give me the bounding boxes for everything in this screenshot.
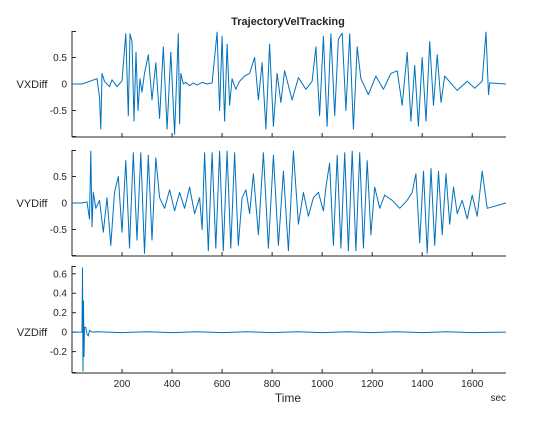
y-tick-label: 0.5 [53, 53, 67, 64]
x-tick-label: 800 [264, 379, 281, 390]
panel-3: -0.2 0 0.2 0.4 0.6 200 400 600 800 1000 1200 1400 16… [17, 266, 507, 390]
x-tick-label: 400 [164, 379, 181, 390]
y-tick-label: 0 [61, 199, 67, 210]
x-unit-label: sec [490, 393, 506, 404]
y-tick-label: 0.2 [53, 308, 67, 319]
series-line [72, 267, 507, 372]
x-tick-label: 600 [214, 379, 231, 390]
y-tick-label: -0.5 [50, 106, 68, 117]
chart-title: TrajectoryVelTracking [231, 16, 345, 28]
x-tick-label: 200 [114, 379, 131, 390]
series-line [72, 31, 507, 135]
y-axis-label: VXDiff [17, 79, 49, 91]
y-tick-label: 0.6 [53, 269, 67, 280]
x-axis-label: Time [275, 391, 302, 405]
series-line [72, 150, 507, 254]
y-axis-label: VZDiff [17, 327, 48, 339]
y-tick-label: -0.2 [50, 347, 68, 358]
panel-2: -0.5 0 0.5 VYDiff [17, 150, 507, 257]
y-tick-label: 0.4 [53, 289, 67, 300]
y-tick-label: 0 [61, 328, 67, 339]
y-tick-label: -0.5 [50, 225, 68, 236]
x-tick-label: 1000 [311, 379, 334, 390]
panels-group: -0.5 0 0.5 VXDiff -0.5 0 0.5 VYDiff -0.2 0 0.2 0.4 0… [17, 31, 507, 390]
panel-1: -0.5 0 0.5 VXDiff [17, 31, 507, 138]
x-tick-label: 1400 [411, 379, 434, 390]
y-tick-label: 0.5 [53, 172, 67, 183]
y-axis-label: VYDiff [17, 198, 49, 210]
x-tick-label: 1600 [461, 379, 484, 390]
y-tick-label: 0 [61, 80, 67, 91]
x-tick-label: 1200 [361, 379, 384, 390]
